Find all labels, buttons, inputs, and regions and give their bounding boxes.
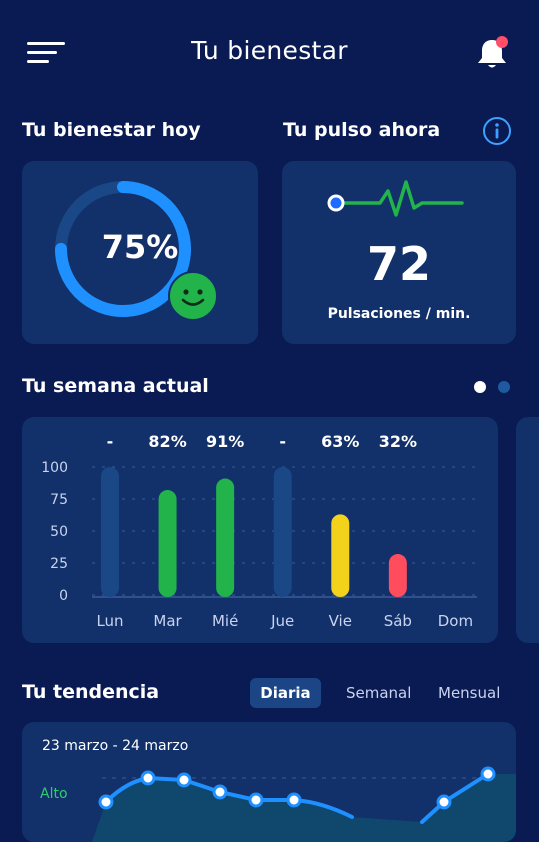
trend-y-label-alto: Alto	[40, 786, 68, 802]
week-bar-chart: 100 75 50 25 0 - Lun 82% Mar 91% Mié - Jue 63% Vie 32% S…	[41, 432, 477, 630]
x-tick-label: Mar	[153, 612, 182, 630]
bar-vie[interactable]	[331, 514, 350, 597]
pulse-value: 72	[366, 237, 431, 291]
bar-value-label: 91%	[206, 432, 244, 451]
smiley-face-icon	[168, 271, 218, 321]
wellbeing-donut-arc	[55, 181, 191, 317]
pulse-title: Tu pulso ahora	[283, 119, 441, 141]
y-tick-label: 50	[50, 524, 68, 540]
bell-icon[interactable]	[474, 34, 510, 72]
bar-value-label: 32%	[379, 432, 417, 451]
x-tick-label: Lun	[96, 612, 123, 630]
bar-mar[interactable]	[158, 490, 177, 597]
info-icon[interactable]	[482, 116, 512, 146]
x-tick-label: Vie	[329, 612, 352, 630]
y-tick-label: 75	[50, 492, 68, 508]
bar-jue[interactable]	[273, 467, 292, 597]
notification-dot	[496, 36, 508, 48]
y-tick-label: 100	[41, 460, 68, 476]
y-tick-label: 0	[59, 588, 68, 604]
wellbeing-title: Tu bienestar hoy	[22, 119, 201, 141]
pager-dot[interactable]	[498, 381, 510, 393]
pulse-card[interactable]	[282, 161, 516, 344]
page-title: Tu bienestar	[191, 36, 348, 65]
week-title: Tu semana actual	[22, 375, 209, 397]
tab-diaria[interactable]: Diaria	[250, 678, 321, 708]
pager-dot-active[interactable]	[474, 381, 486, 393]
tab-mensual[interactable]: Mensual	[438, 684, 501, 702]
x-tick-label: Sáb	[384, 612, 412, 630]
trend-title: Tu tendencia	[22, 681, 160, 703]
hamburger-menu-icon[interactable]	[27, 42, 65, 64]
x-tick-label: Dom	[438, 612, 473, 630]
bar-value-label: 82%	[148, 432, 186, 451]
x-tick-label: Mié	[212, 612, 238, 630]
trend-date-range: 23 marzo - 24 marzo	[42, 738, 189, 754]
bar-lun[interactable]	[101, 467, 119, 597]
bar-value-label: -	[107, 432, 114, 451]
pulse-unit: Pulsaciones / min.	[327, 306, 471, 322]
bar-value-label: -	[279, 432, 286, 451]
wellbeing-percent: 75%	[101, 228, 179, 266]
bar-sáb[interactable]	[388, 554, 407, 597]
x-tick-label: Jue	[270, 612, 294, 630]
y-tick-label: 25	[50, 556, 68, 572]
bar-mié[interactable]	[216, 478, 235, 597]
tab-semanal[interactable]: Semanal	[346, 684, 412, 702]
next-card-peek[interactable]	[516, 417, 539, 643]
wellbeing-donut	[55, 181, 191, 317]
heartbeat-line-icon	[327, 180, 464, 217]
bar-value-label: 63%	[321, 432, 359, 451]
